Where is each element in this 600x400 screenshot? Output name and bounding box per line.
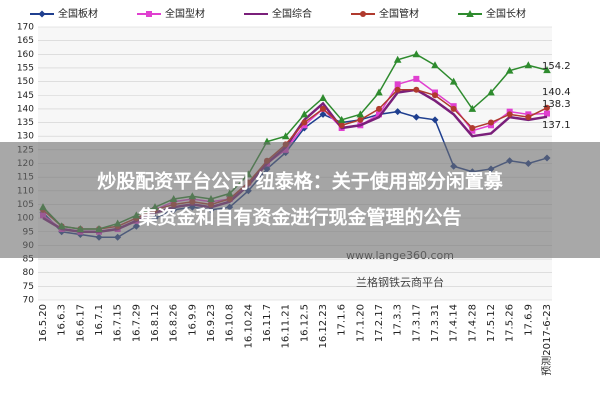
marker — [544, 104, 550, 111]
banner-text: 集资金和自有资金进行现金管理的公告 — [137, 206, 461, 229]
y-tick-label: 135 — [17, 118, 34, 128]
annotation: 140.4 — [542, 87, 571, 98]
y-tick-label: 75 — [23, 282, 34, 292]
marker — [394, 108, 402, 116]
y-tick-label: 130 — [17, 132, 34, 142]
marker — [394, 86, 401, 93]
x-tick-label: 16.8.26 — [169, 304, 180, 342]
x-tick-label: 16.10.8 — [225, 304, 236, 342]
x-tick-label: 16.8.12 — [150, 304, 161, 342]
x-tick-label: 16.7.29 — [131, 304, 142, 342]
y-tick-label: 85 — [23, 255, 34, 265]
marker — [320, 105, 326, 112]
marker — [450, 105, 457, 112]
x-tick-label: 16.7.15 — [113, 304, 124, 342]
marker — [431, 116, 439, 124]
marker — [525, 114, 532, 121]
marker — [524, 61, 533, 69]
banner-text: 炒股配资平台公司 纽泰格：关于使用部分闲置募 — [97, 170, 504, 193]
marker — [394, 81, 401, 88]
x-tick-label: 17.5.12 — [486, 304, 497, 342]
y-tick-label: 80 — [23, 268, 35, 278]
legend-label: 全国长材 — [486, 7, 526, 20]
banner — [0, 142, 600, 258]
marker — [431, 61, 439, 69]
y-tick-label: 150 — [17, 77, 34, 87]
marker — [505, 66, 514, 74]
marker — [375, 88, 383, 96]
y-tick-label: 140 — [17, 104, 34, 114]
marker — [449, 77, 458, 85]
marker — [412, 50, 421, 58]
x-tick-label: 16.9.23 — [206, 304, 217, 342]
marker — [506, 111, 513, 118]
x-tick-label: 16.10.24 — [243, 304, 254, 349]
x-tick-label: 16.6.17 — [75, 304, 86, 342]
marker — [488, 119, 494, 126]
marker — [337, 115, 346, 123]
y-tick-label: 170 — [17, 23, 34, 33]
legend-label: 全国管材 — [379, 7, 419, 20]
x-tick-label: 16.11.21 — [281, 304, 292, 349]
y-tick-label: 155 — [17, 63, 34, 73]
x-tick-label: 17.3.17 — [411, 304, 422, 342]
x-tick-label: 16.9.9 — [187, 304, 198, 336]
annotation: 154.2 — [542, 61, 571, 72]
marker — [360, 11, 366, 17]
marker — [281, 132, 290, 140]
marker — [487, 88, 495, 96]
marker — [544, 110, 550, 117]
annotation: 137.1 — [542, 120, 571, 131]
marker — [357, 116, 364, 123]
x-tick-label: 预测2017-6-23 — [540, 304, 553, 376]
marker — [412, 113, 420, 121]
marker — [393, 55, 402, 63]
marker — [468, 104, 477, 112]
x-tick-label: 16.6.3 — [57, 304, 68, 336]
x-tick-label: 16.5.20 — [38, 304, 49, 342]
marker — [38, 10, 46, 18]
x-tick-label: 17.1.6 — [337, 304, 348, 336]
x-tick-label: 17.2.17 — [374, 304, 385, 342]
x-tick-label: 17.4.14 — [449, 304, 460, 342]
x-tick-label: 16.12.5 — [299, 304, 310, 342]
marker — [319, 93, 327, 101]
legend-label: 全国综合 — [272, 7, 312, 20]
watermark: 兰格钢铁云商平台 — [356, 275, 444, 289]
marker — [356, 110, 365, 118]
marker — [543, 66, 551, 74]
annotation: 138.3 — [542, 99, 571, 110]
marker — [301, 119, 308, 126]
marker — [376, 105, 382, 112]
legend-label: 全国板材 — [58, 7, 98, 20]
marker — [146, 11, 152, 17]
legend-label: 全国型材 — [165, 7, 205, 20]
x-tick-label: 17.3.31 — [430, 304, 441, 342]
marker — [319, 110, 327, 118]
marker — [432, 92, 438, 99]
x-tick-label: 16.7.1 — [94, 304, 105, 336]
x-tick-label: 17.5.26 — [505, 304, 516, 342]
marker — [413, 75, 420, 82]
marker — [338, 122, 345, 129]
marker — [376, 111, 382, 118]
marker — [469, 125, 476, 132]
x-tick-label: 17.4.28 — [467, 304, 478, 342]
y-tick-label: 165 — [17, 36, 34, 46]
y-tick-label: 160 — [17, 50, 34, 60]
y-tick-label: 145 — [17, 91, 34, 101]
marker — [300, 110, 309, 118]
x-tick-label: 16.11.7 — [262, 304, 273, 342]
x-tick-label: 16.12.23 — [318, 304, 329, 349]
x-tick-label: 17.1.20 — [355, 304, 366, 342]
marker — [413, 86, 420, 93]
x-tick-label: 17.3.3 — [393, 304, 404, 336]
x-tick-label: 17.6.9 — [523, 304, 534, 336]
y-tick-label: 70 — [23, 296, 35, 306]
marker — [466, 10, 474, 17]
